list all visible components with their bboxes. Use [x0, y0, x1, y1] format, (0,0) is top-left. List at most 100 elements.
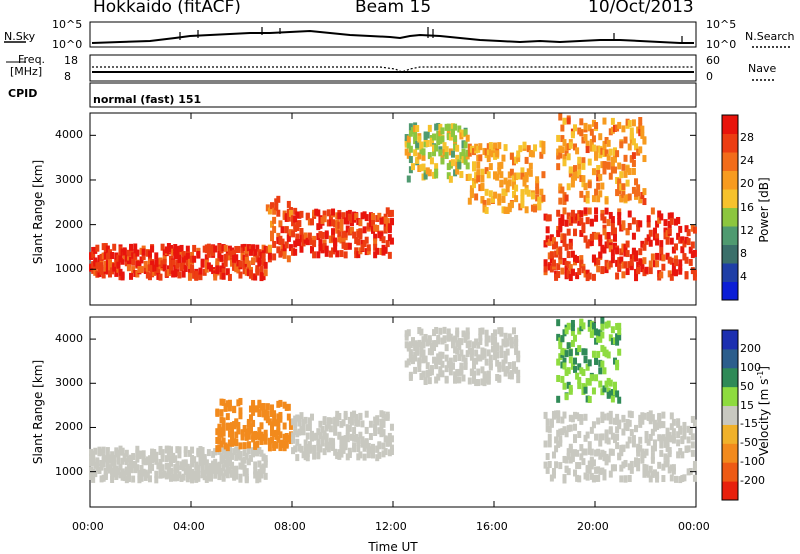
- echo-cell: [585, 395, 590, 403]
- echo-cell: [478, 338, 483, 346]
- echo-cell: [457, 376, 462, 384]
- echo-cell: [579, 210, 584, 218]
- echo-cell: [573, 469, 578, 477]
- echo-cell: [114, 465, 119, 473]
- echo-cell: [509, 336, 514, 344]
- echo-cell: [272, 207, 277, 215]
- echo-cell: [612, 148, 617, 156]
- echo-cell: [615, 390, 620, 398]
- echo-cell: [164, 270, 169, 278]
- echo-cell: [181, 473, 186, 481]
- echo-cell: [305, 443, 310, 451]
- echo-cell: [135, 260, 140, 268]
- echo-cell: [661, 263, 666, 271]
- echo-cell: [575, 272, 580, 280]
- echo-cell: [558, 217, 563, 225]
- echo-cell: [463, 155, 468, 163]
- echo-cell: [429, 342, 434, 350]
- echo-cell: [364, 214, 369, 222]
- echo-cell: [223, 259, 228, 267]
- echo-cell: [636, 126, 641, 134]
- echo-cell: [194, 470, 199, 478]
- echo-cell: [509, 152, 514, 160]
- echo-cell: [284, 432, 289, 440]
- echo-cell: [246, 264, 251, 272]
- echo-cell: [583, 134, 588, 142]
- echo-cell: [566, 468, 571, 476]
- echo-cell: [238, 412, 243, 420]
- echo-cell: [570, 319, 575, 327]
- echo-cell: [589, 472, 594, 480]
- echo-cell: [453, 371, 458, 379]
- echo-cell: [225, 453, 230, 461]
- echo-cell: [507, 171, 512, 179]
- echo-cell: [554, 241, 559, 249]
- echo-cell: [217, 473, 222, 481]
- echo-cell: [556, 374, 561, 382]
- echo-cell: [244, 251, 249, 259]
- echo-cell: [261, 253, 266, 261]
- echo-cell: [255, 449, 260, 457]
- echo-cell: [568, 166, 573, 174]
- echo-cell: [120, 273, 125, 281]
- echo-cell: [650, 456, 655, 464]
- echo-cell: [307, 445, 312, 453]
- echo-cell: [345, 430, 350, 438]
- echo-cell: [665, 444, 670, 452]
- echo-cell: [568, 274, 573, 282]
- echo-cell: [520, 189, 525, 197]
- echo-cell: [589, 426, 594, 434]
- echo-cell: [587, 158, 592, 166]
- echo-cell: [406, 175, 411, 183]
- echo-cell: [438, 355, 443, 363]
- echo-cell: [282, 433, 287, 441]
- echo-cell: [610, 256, 615, 264]
- echo-cell: [434, 358, 439, 366]
- echo-cell: [642, 463, 647, 471]
- echo-cell: [227, 404, 232, 412]
- echo-cell: [303, 446, 308, 454]
- echo-cell: [129, 256, 134, 264]
- echo-cell: [642, 243, 647, 251]
- echo-cell: [501, 206, 506, 214]
- echo-cell: [333, 428, 338, 436]
- echo-cell: [362, 240, 367, 248]
- echo-cell: [270, 220, 275, 228]
- echo-cell: [497, 193, 502, 201]
- echo-cell: [600, 331, 605, 339]
- echo-cell: [406, 329, 411, 337]
- echo-cell: [469, 369, 474, 377]
- echo-cell: [623, 136, 628, 144]
- echo-cell: [120, 457, 125, 465]
- echo-cell: [368, 212, 373, 220]
- echo-cell: [667, 270, 672, 278]
- echo-cell: [573, 165, 578, 173]
- echo-cell: [160, 471, 165, 479]
- echo-cell: [236, 452, 241, 460]
- echo-cell: [324, 433, 329, 441]
- echo-cell: [598, 151, 603, 159]
- echo-cell: [547, 214, 552, 222]
- echo-cell: [408, 123, 413, 131]
- echo-cell: [187, 261, 192, 269]
- echo-cell: [579, 190, 584, 198]
- echo-cell: [484, 148, 489, 156]
- echo-cell: [147, 264, 152, 272]
- echo-cell: [440, 337, 445, 345]
- echo-cell: [562, 207, 567, 215]
- echo-cell: [674, 255, 679, 263]
- echo-cell: [562, 117, 567, 125]
- echo-cell: [604, 241, 609, 249]
- echo-cell: [257, 469, 262, 477]
- echo-cell: [217, 430, 222, 438]
- echo-cell: [91, 266, 96, 274]
- echo-cell: [463, 362, 468, 370]
- echo-cell: [579, 414, 584, 422]
- echo-cell: [472, 181, 477, 189]
- echo-cell: [126, 463, 131, 471]
- echo-cell: [356, 419, 361, 427]
- echo-cell: [566, 212, 571, 220]
- echo-cell: [457, 338, 462, 346]
- echo-cell: [286, 403, 291, 411]
- echo-cell: [274, 203, 279, 211]
